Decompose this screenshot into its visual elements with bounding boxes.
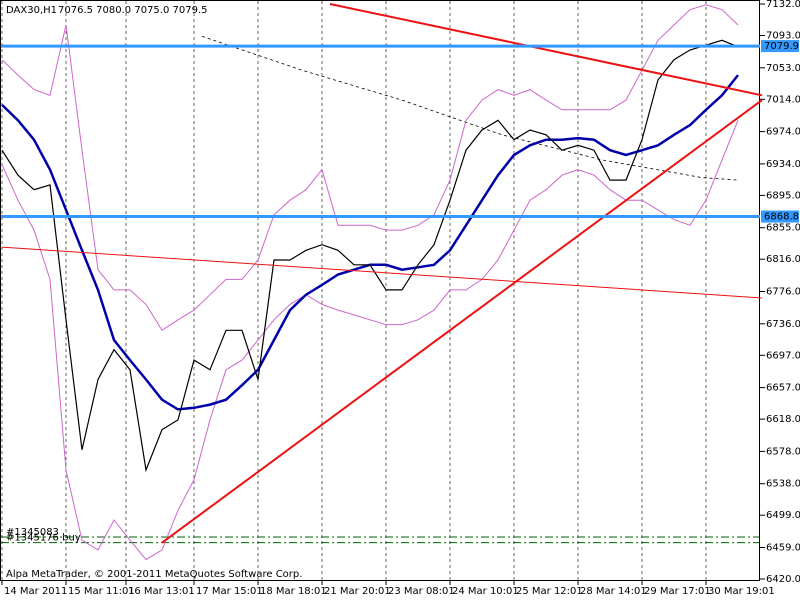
plot-frame [0,0,760,581]
chart-title: DAX30,H1 [6,5,57,16]
y-tick-label: 7014.0 [766,94,800,105]
y-tick-label: 6934.0 [766,159,800,170]
x-tick-label: 14 Mar 2011 [4,586,67,597]
x-tick-label: 18 Mar 18:01 [260,586,327,597]
level-label-box [761,40,799,53]
y-tick-label: 7053.0 [766,63,800,74]
chart-subtitle: 7076.5 7080.0 7075.0 7079.5 [58,5,208,16]
level-label: 7079.9 [764,41,799,52]
series-line [1,39,739,473]
x-tick-label: 15 Mar 11:01 [68,586,135,597]
x-tick-label: 17 Mar 15:01 [196,586,263,597]
y-tick-label: 6420.0 [766,574,800,585]
x-tick-label: 28 Mar 14:01 [580,586,647,597]
level-label-box [761,210,799,223]
x-tick-label: 25 Mar 12:01 [516,586,583,597]
trendline [329,3,763,97]
x-tick-label: 21 Mar 20:01 [324,586,391,597]
y-tick-label: 6855.0 [766,223,800,234]
x-tick-label: 16 Mar 13:01 [128,586,195,597]
y-tick-label: 7132.0 [766,0,800,10]
y-tick-label: 6657.0 [766,383,800,394]
x-tick-label: 29 Mar 17:01 [644,586,711,597]
y-tick-label: 6974.0 [766,127,800,138]
x-tick-label: 30 Mar 19:01 [708,586,775,597]
y-tick-label: 6459.0 [766,543,800,554]
y-tick-label: 6895.0 [766,190,800,201]
order-label: #1345176 buy [6,533,81,544]
level-label: 6868.8 [764,212,799,223]
y-tick-label: 6736.0 [766,319,800,330]
y-tick-label: 6816.0 [766,254,800,265]
y-tick-label: 6776.0 [766,287,800,298]
x-tick-label: 24 Mar 10:01 [452,586,519,597]
trendline [1,246,763,299]
series-line [1,4,739,331]
x-tick-label: 23 Mar 08:01 [388,586,455,597]
y-tick-label: 6538.0 [766,479,800,490]
order-label: #1345083 [6,527,59,538]
trendline [161,99,763,544]
y-tick-label: 6578.0 [766,446,800,457]
y-tick-label: 6618.0 [766,414,800,425]
y-tick-label: 6499.0 [766,510,800,521]
y-tick-label: 6697.0 [766,350,800,361]
footer: Alpa MetaTrader, © 2001-2011 MetaQuotes … [6,569,302,580]
series-line [1,120,739,561]
y-tick-label: 7093.0 [766,30,800,41]
